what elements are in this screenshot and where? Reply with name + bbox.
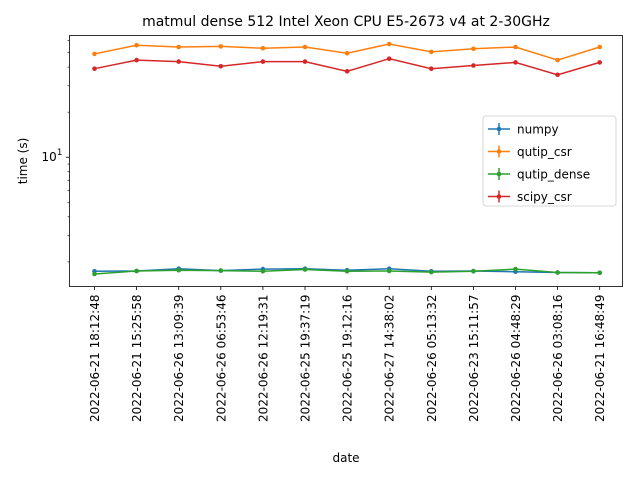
data-point — [513, 44, 518, 50]
legend-label: qutip_csr — [517, 145, 572, 159]
data-point — [597, 60, 602, 65]
x-tick-label: 2022-06-23 15:11:57 — [467, 295, 481, 422]
chart-title: matmul dense 512 Intel Xeon CPU E5-2673 … — [142, 14, 550, 30]
legend-item: numpy — [488, 123, 559, 137]
legend-marker — [496, 171, 502, 177]
legend-label: scipy_csr — [517, 190, 572, 204]
data-point — [344, 269, 350, 274]
x-axis-label: date — [332, 451, 359, 465]
y-tick-label: 101 — [41, 148, 62, 164]
data-point — [471, 46, 476, 52]
data-point — [597, 44, 602, 50]
legend-item: qutip_dense — [488, 168, 590, 182]
data-point — [134, 42, 139, 48]
x-tick-label: 2022-06-26 06:53:46 — [214, 295, 228, 422]
y-axis: 101 — [41, 40, 70, 263]
data-point — [134, 57, 139, 63]
series-qutip_csr — [92, 41, 602, 63]
x-tick-label: 2022-06-21 15:25:58 — [130, 295, 144, 422]
data-point — [471, 269, 476, 274]
legend-marker — [496, 149, 502, 154]
y-axis-label: time (s) — [16, 138, 30, 185]
legend-marker — [496, 126, 502, 132]
x-tick-label: 2022-06-26 05:13:32 — [425, 295, 439, 422]
data-point — [302, 267, 308, 272]
data-point — [176, 44, 181, 50]
data-point — [302, 59, 308, 64]
data-point — [92, 66, 97, 71]
series-qutip_dense — [92, 266, 602, 277]
data-point — [597, 270, 602, 276]
data-point — [471, 63, 476, 68]
legend-label: numpy — [517, 123, 559, 137]
x-tick-label: 2022-06-26 12:19:31 — [256, 295, 270, 422]
data-point — [302, 44, 308, 50]
data-point — [386, 41, 392, 47]
legend-marker — [496, 194, 502, 199]
legend-item: scipy_csr — [488, 190, 572, 204]
x-tick-label: 2022-06-21 18:12:48 — [88, 295, 102, 422]
data-point — [344, 69, 350, 74]
data-point — [176, 267, 181, 273]
x-tick-label: 2022-06-25 19:37:19 — [299, 295, 313, 422]
data-point — [555, 57, 560, 63]
data-point — [344, 50, 350, 56]
data-point — [92, 51, 97, 57]
data-point — [429, 66, 434, 71]
data-point — [513, 266, 518, 272]
data-point — [134, 268, 139, 274]
legend: numpy qutip_csr qutip_dense scipy_csr — [482, 115, 617, 207]
data-point — [513, 60, 518, 65]
data-point — [555, 270, 560, 275]
data-point — [429, 49, 434, 55]
data-point — [555, 72, 560, 78]
x-tick-label: 2022-06-26 04:48:29 — [509, 295, 523, 422]
legend-label: qutip_dense — [517, 168, 590, 182]
data-point — [260, 45, 266, 51]
legend-item: qutip_csr — [488, 145, 572, 159]
x-axis: 2022-06-21 18:12:48 2022-06-21 15:25:58 20… — [88, 286, 607, 422]
data-point — [176, 59, 181, 64]
legend-box — [482, 115, 617, 207]
series-scipy_csr — [92, 56, 602, 78]
x-tick-label: 2022-06-26 13:09:39 — [172, 295, 186, 422]
x-tick-label: 2022-06-21 16:48:49 — [593, 295, 607, 422]
data-point — [218, 44, 224, 49]
x-tick-label: 2022-06-27 14:38:02 — [383, 295, 397, 422]
data-point — [218, 268, 224, 273]
data-point — [429, 269, 434, 275]
plot-area — [92, 41, 602, 277]
data-point — [386, 268, 392, 274]
data-point — [92, 271, 97, 277]
data-point — [260, 59, 266, 64]
data-point — [218, 64, 224, 69]
x-tick-label: 2022-06-26 03:08:16 — [551, 295, 565, 422]
x-tick-label: 2022-06-25 19:12:16 — [341, 295, 355, 422]
data-point — [260, 269, 266, 274]
data-point — [386, 56, 392, 61]
plot-frame — [69, 35, 623, 287]
